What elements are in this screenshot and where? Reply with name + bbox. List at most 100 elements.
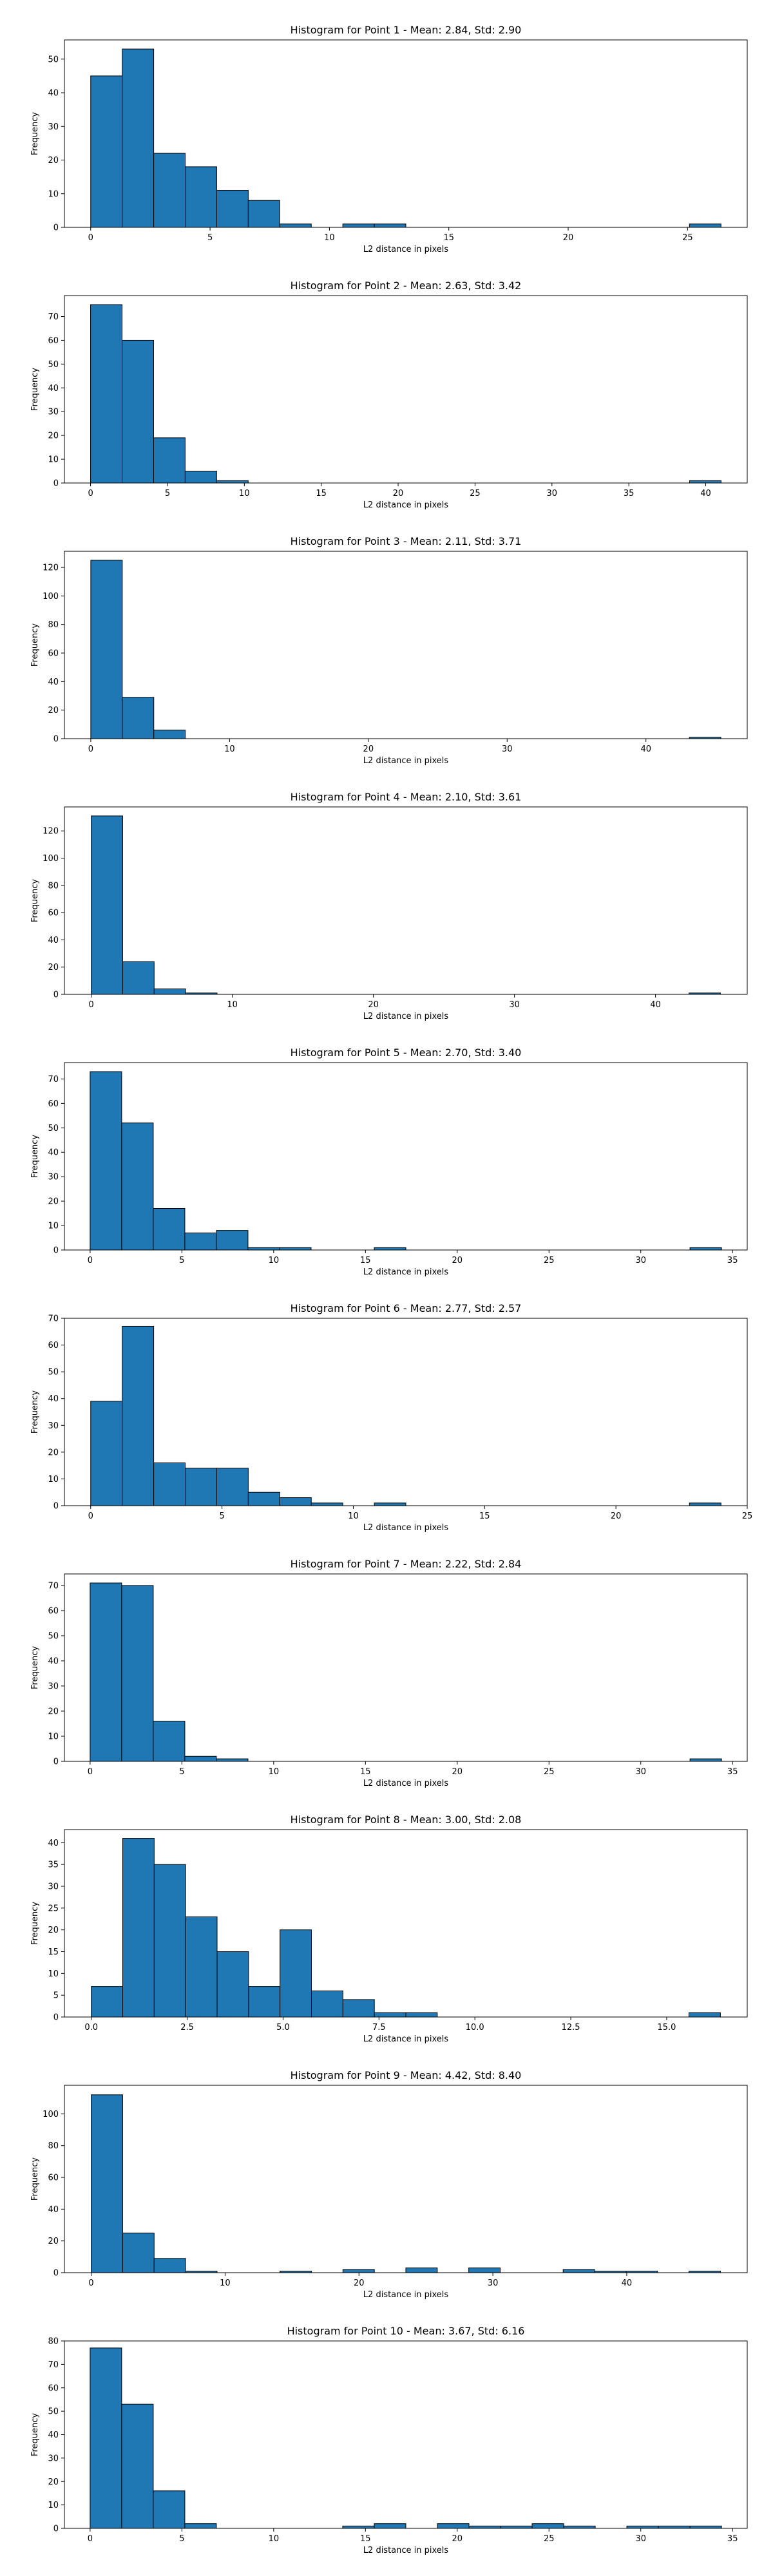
histogram-bar [185,1916,218,2018]
x-tick-label: 0 [88,233,93,243]
histogram-bar [184,2523,217,2529]
histogram-bar [311,1990,343,2018]
x-tick-label: 35 [727,2534,738,2544]
histogram-bar [153,1208,186,1251]
y-tick-label: 20 [48,2237,59,2246]
x-tick-label: 25 [544,1256,555,1265]
y-tick-label: 10 [48,1969,59,1979]
histogram-bar [153,1721,186,1762]
histogram-bar [122,1838,155,2018]
histogram-bar [90,75,123,228]
histogram-bar [437,2523,470,2529]
histogram-bar [90,2347,122,2529]
histogram-bar [562,2269,595,2273]
histogram-bar [689,1247,722,1251]
y-tick-label: 60 [48,909,59,918]
x-tick-label: 25 [544,1767,555,1777]
y-axis-label: Frequency [30,1646,40,1689]
histogram-bar [90,1071,122,1251]
x-axis-label: L2 distance in pixels [363,2034,449,2044]
histogram-bar [279,223,312,228]
chart-title: Histogram for Point 2 - Mean: 2.63, Std:… [291,279,522,292]
x-tick-label: 0 [88,1000,93,1010]
histogram-bar [658,2525,691,2529]
histogram-bar [689,480,721,484]
chart-panel-2: 0 5 10 15 20 25 30 35 40 0 10 20 30 40 50 60 70 Histogram… [30,279,748,510]
y-axis-label: Frequency [30,879,40,922]
x-tick-label: 20 [452,1256,463,1265]
y-tick-label: 100 [43,854,59,864]
x-axis-label: L2 distance in pixels [363,1267,449,1277]
y-tick-label: 60 [48,649,59,659]
y-tick-label: 50 [48,2407,59,2417]
histogram-bar [216,1468,249,1506]
histogram-bar [374,223,406,228]
x-tick-label: 0 [88,2534,93,2544]
y-tick-label: 0 [53,2524,59,2534]
histogram-bar [121,2403,154,2529]
y-tick-label: 0 [53,1246,59,1256]
x-axis-label: L2 distance in pixels [363,1523,449,1533]
histogram-bar [122,697,155,739]
x-tick-label: 0.0 [84,2023,98,2032]
x-tick-label: 20 [354,2278,365,2288]
x-tick-label: 10 [239,489,250,498]
x-tick-label: 10 [220,2278,231,2288]
x-tick-label: 30 [488,2278,499,2288]
x-tick-label: 15 [479,1511,490,1521]
histogram-bar [153,1864,186,2018]
x-tick-label: 0 [88,744,93,754]
x-tick-label: 20 [368,1000,379,1010]
y-tick-label: 60 [48,2383,59,2393]
y-tick-label: 10 [48,455,59,465]
y-tick-label: 30 [48,1421,59,1431]
chart-title: Histogram for Point 4 - Mean: 2.10, Std:… [291,791,522,803]
x-tick-label: 20 [452,2534,463,2544]
histogram-bar [374,1247,406,1251]
x-tick-label: 12.5 [562,2023,580,2032]
y-tick-label: 80 [48,881,59,891]
y-tick-label: 30 [48,1681,59,1691]
histogram-bar [184,1756,217,1762]
y-tick-label: 0 [53,735,59,744]
y-tick-label: 100 [43,592,59,601]
histogram-bar [280,1929,312,2018]
y-tick-label: 60 [48,2174,59,2183]
histogram-bar [216,480,249,484]
histogram-bar [122,1325,155,1506]
x-tick-label: 30 [547,489,558,498]
histogram-bar [153,989,186,995]
x-tick-label: 15 [316,489,327,498]
histogram-bar [500,2525,533,2529]
y-tick-label: 5 [53,1991,59,2001]
histogram-bar [279,1247,312,1251]
histogram-bar [185,166,217,228]
y-tick-label: 100 [43,2110,59,2119]
histogram-bar [122,339,154,484]
chart-panel-3: 0 10 20 30 40 0 20 40 60 80 100 120 Histogram for Po… [30,535,748,766]
x-tick-label: 0 [88,1256,93,1265]
y-tick-label: 30 [48,408,59,417]
histogram-bar [310,1502,343,1506]
axes-frame [64,1318,748,1506]
x-tick-label: 5 [165,489,170,498]
histogram-bar [216,1951,249,2018]
axes-frame [64,1573,748,1762]
y-axis-label: Frequency [30,623,40,667]
chart-title: Histogram for Point 8 - Mean: 3.00, Std:… [291,1814,522,1826]
histogram-bar [374,1502,406,1506]
y-tick-label: 40 [48,1656,59,1666]
histogram-bar [247,1492,280,1506]
x-tick-label: 35 [727,1767,738,1777]
histogram-bar [248,1986,281,2018]
y-tick-label: 40 [48,677,59,687]
histogram-bar [91,815,123,995]
histogram-bar [374,2523,406,2529]
chart-panel-8: 0.0 2.5 5.0 7.5 10.0 12.5 15.0 0 5 10 15 20 25 30 35 40… [30,1814,748,2044]
histogram-bar [153,2258,186,2273]
histogram-bar [468,2268,501,2273]
y-axis-label: Frequency [30,368,40,411]
histogram-bar [689,2525,722,2529]
y-tick-label: 0 [53,2269,59,2278]
x-tick-label: 30 [635,2534,646,2544]
